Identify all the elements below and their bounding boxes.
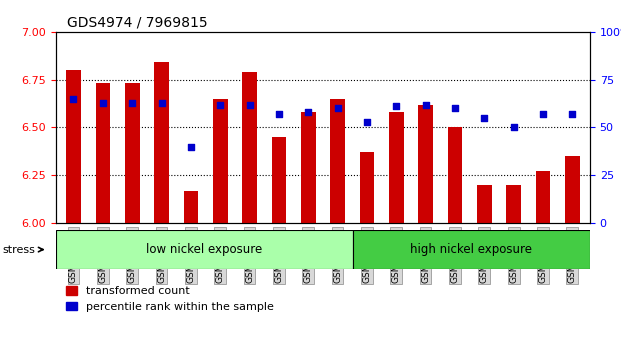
Bar <box>565 156 579 223</box>
Bar <box>125 84 140 223</box>
Bar <box>96 84 110 223</box>
Bar <box>184 190 198 223</box>
Text: stress: stress <box>3 245 43 255</box>
Point <box>245 102 255 107</box>
Bar <box>66 70 81 223</box>
Legend: transformed count, percentile rank within the sample: transformed count, percentile rank withi… <box>61 282 278 316</box>
Bar <box>360 152 374 223</box>
Point <box>391 104 401 109</box>
Point <box>479 115 489 121</box>
Bar <box>448 127 462 223</box>
Bar <box>506 185 521 223</box>
Point <box>509 125 519 130</box>
Bar <box>419 104 433 223</box>
Point <box>450 105 460 111</box>
Bar <box>213 99 227 223</box>
Point <box>274 111 284 117</box>
Point <box>420 102 430 107</box>
Text: GDS4974 / 7969815: GDS4974 / 7969815 <box>66 15 207 29</box>
Bar <box>536 171 550 223</box>
Bar <box>389 112 404 223</box>
Bar <box>271 137 286 223</box>
Point <box>362 119 372 125</box>
Point <box>68 96 78 102</box>
Bar <box>56 230 353 269</box>
Point <box>215 102 225 107</box>
Point <box>156 100 166 105</box>
Point <box>568 111 578 117</box>
Text: high nickel exposure: high nickel exposure <box>410 243 532 256</box>
Bar <box>301 112 315 223</box>
Point <box>98 100 108 105</box>
Point <box>333 105 343 111</box>
Bar <box>242 72 257 223</box>
Bar <box>353 230 590 269</box>
Point <box>127 100 137 105</box>
Point <box>538 111 548 117</box>
Bar <box>330 99 345 223</box>
Point <box>186 144 196 149</box>
Point <box>303 109 313 115</box>
Bar <box>154 62 169 223</box>
Text: low nickel exposure: low nickel exposure <box>146 243 262 256</box>
Bar <box>477 185 492 223</box>
